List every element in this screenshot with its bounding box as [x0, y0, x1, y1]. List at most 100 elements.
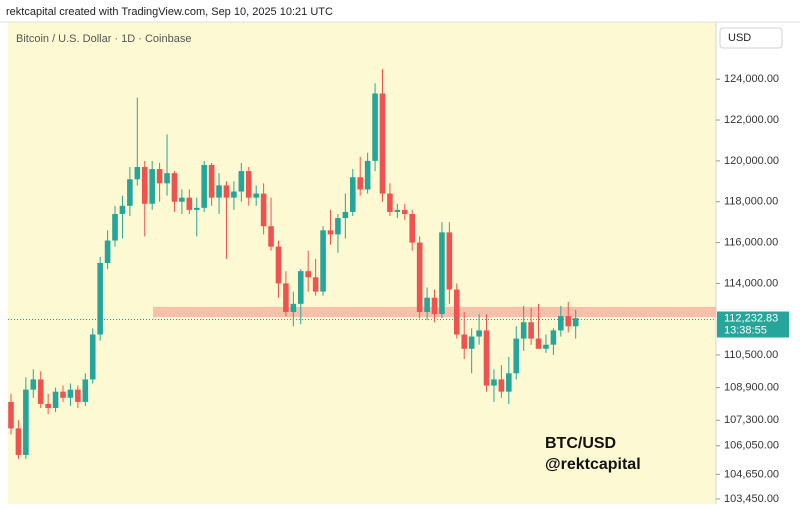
candle-body: [416, 242, 423, 313]
y-tick-label: 103,450.00: [724, 493, 779, 504]
candle-body: [134, 167, 141, 180]
candle-body: [89, 334, 96, 380]
candle-body: [268, 226, 274, 247]
annotation: @rektcapital: [545, 456, 641, 473]
countdown: 13:38:55: [724, 324, 767, 336]
candle-body: [149, 169, 155, 204]
candle-body: [476, 330, 482, 337]
header: rektcapital created with TradingView.com…: [6, 6, 333, 18]
candle-body: [223, 185, 230, 198]
candle-body: [75, 389, 81, 402]
candle-body: [394, 209, 401, 212]
currency-button[interactable]: [719, 27, 783, 49]
y-tick-label: 124,000.00: [724, 73, 779, 85]
candle-body: [260, 193, 267, 227]
candle-body: [387, 193, 393, 212]
y-tick-label: 108,900.00: [724, 381, 779, 393]
y-tick-label: 116,000.00: [724, 236, 778, 248]
candle-body: [119, 205, 126, 214]
candle-body: [30, 379, 37, 390]
candle-body: [253, 193, 259, 198]
chart-subtitle: Bitcoin / U.S. Dollar · 1D · Coinbase: [16, 33, 191, 45]
plot-background: [8, 22, 716, 504]
candle-body: [8, 401, 14, 429]
candle-body: [357, 177, 364, 190]
candle-body: [179, 197, 185, 202]
candle-body: [141, 167, 148, 204]
candle-body: [572, 318, 579, 327]
candle-body: [37, 379, 44, 404]
candle-body: [409, 213, 416, 243]
candle-body: [238, 171, 245, 192]
candle-body: [335, 218, 341, 235]
candle-body: [23, 389, 29, 455]
last-price-box: [717, 311, 789, 338]
candle-body: [275, 246, 282, 284]
candle-body: [372, 93, 378, 161]
candle-body: [535, 338, 542, 349]
candle-body: [506, 373, 512, 392]
candle-body: [565, 316, 572, 327]
candle-body: [446, 232, 453, 290]
candle-body: [193, 207, 200, 210]
candle-body: [454, 289, 460, 335]
candle-body: [424, 297, 430, 313]
candle-body: [290, 303, 297, 313]
candle-body: [245, 171, 252, 198]
candle-body: [528, 322, 534, 339]
candle-body: [320, 230, 326, 292]
y-tick-label: 106,050.00: [724, 440, 779, 452]
candle-body: [297, 271, 304, 304]
candle-body: [461, 334, 468, 349]
candle-body: [349, 177, 356, 212]
y-tick-label: 120,000.00: [724, 155, 779, 167]
candle-body: [127, 179, 133, 206]
candle-body: [171, 173, 178, 202]
candle-body: [104, 240, 111, 263]
candle-body: [520, 322, 527, 339]
candle-body: [305, 271, 311, 278]
candle-body: [342, 211, 349, 219]
candle-body: [156, 169, 163, 184]
candle-body: [216, 185, 222, 198]
currency[interactable]: USD: [728, 32, 751, 44]
candle-body: [283, 283, 289, 313]
candle-body: [60, 391, 66, 398]
candle-body: [231, 191, 237, 198]
candle-body: [327, 230, 334, 235]
candle-body: [468, 336, 475, 349]
candle-body: [550, 330, 557, 345]
y-tick-label: 107,300.00: [724, 414, 779, 426]
candle-body: [401, 209, 408, 214]
candle-body: [491, 379, 497, 386]
candle-body: [45, 403, 51, 409]
last-price-label: 112,232.83: [724, 312, 778, 324]
candle-body: [498, 379, 505, 392]
y-tick-label: 114,000.00: [724, 277, 778, 289]
candle-body: [364, 160, 371, 190]
candle-body: [82, 379, 89, 402]
candle-body: [312, 277, 319, 292]
candle-body: [558, 316, 564, 331]
y-tick-label: 122,000.00: [724, 114, 779, 126]
candle-body: [379, 93, 386, 194]
candle-body: [439, 232, 445, 315]
candle-body: [543, 344, 549, 349]
candle-body: [483, 330, 490, 386]
candle-body: [186, 197, 193, 210]
candle-body: [164, 173, 170, 184]
candle-body: [431, 297, 438, 315]
candle-body: [513, 338, 520, 374]
y-tick-label: 110,500.00: [724, 349, 778, 361]
y-tick-label: 104,650.00: [724, 468, 779, 480]
candle-body: [112, 213, 118, 241]
candle-body: [97, 263, 103, 335]
candle-body: [208, 164, 215, 198]
annotation: BTC/USD: [545, 435, 616, 452]
candle-body: [67, 389, 74, 398]
candle-body: [52, 391, 59, 409]
candle-body: [201, 164, 207, 208]
candle-body: [15, 428, 22, 455]
